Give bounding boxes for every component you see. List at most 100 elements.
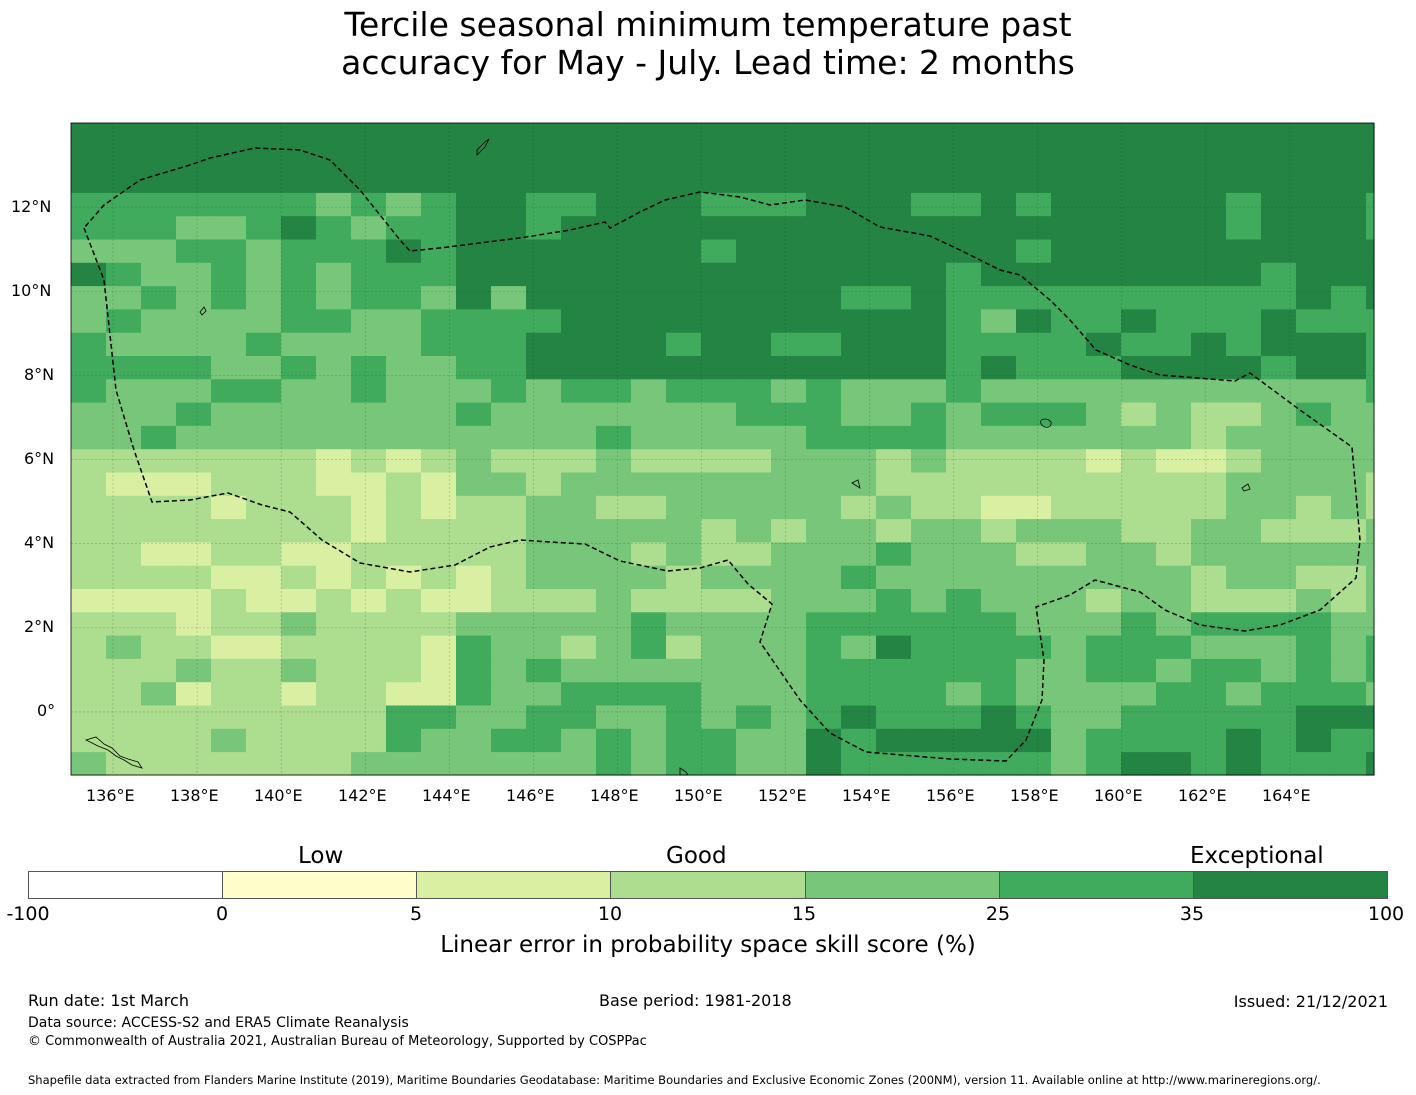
skill-cell	[176, 635, 212, 660]
skill-cell	[806, 495, 842, 520]
skill-cell	[596, 658, 632, 683]
skill-cell	[1261, 169, 1297, 194]
skill-cell	[316, 449, 352, 474]
skill-cell	[771, 216, 807, 241]
skill-cell	[876, 542, 912, 567]
skill-cell	[631, 542, 667, 567]
skill-cell	[561, 565, 597, 590]
skill-cell	[841, 565, 877, 590]
skill-cell	[211, 123, 247, 147]
skill-cell	[1121, 565, 1157, 590]
colorbar-tick: 0	[215, 903, 229, 925]
skill-cell	[736, 658, 772, 683]
skill-cell	[316, 262, 352, 287]
skill-cell	[981, 519, 1017, 543]
skill-cell	[1191, 286, 1227, 310]
skill-cell	[1086, 682, 1122, 707]
skill-cell	[526, 635, 562, 660]
skill-cell	[246, 192, 282, 217]
skill-cell	[176, 262, 212, 287]
skill-cell	[176, 379, 212, 404]
skill-cell	[596, 542, 632, 567]
skill-cell	[981, 472, 1017, 497]
skill-cell	[316, 589, 352, 613]
skill-cell	[1226, 589, 1262, 613]
colorbar-tick: 25	[985, 903, 1011, 925]
skill-cell	[946, 169, 982, 194]
skill-cell	[806, 752, 842, 776]
skill-cell	[841, 356, 877, 380]
skill-cell	[841, 123, 877, 147]
skill-cell	[1086, 658, 1122, 683]
skill-cell	[631, 565, 667, 590]
skill-cell	[631, 519, 667, 543]
skill-cell	[596, 239, 632, 264]
skill-cell	[1366, 146, 1375, 171]
skill-cell	[736, 752, 772, 776]
skill-cell	[631, 286, 667, 310]
skill-cell	[211, 262, 247, 287]
skill-cell	[841, 705, 877, 730]
skill-cell	[561, 262, 597, 287]
skill-cell	[526, 146, 562, 171]
skill-cell	[246, 216, 282, 241]
skill-cell	[176, 216, 212, 241]
colorbar-swatch	[223, 872, 418, 898]
skill-cell	[246, 682, 282, 707]
skill-cell	[421, 123, 457, 147]
skill-cell	[561, 332, 597, 357]
skill-cell	[246, 425, 282, 450]
skill-cell	[981, 309, 1017, 334]
skill-cell	[351, 332, 387, 357]
skill-cell	[1261, 286, 1297, 310]
skill-cell	[876, 286, 912, 310]
skill-cell	[561, 286, 597, 310]
skill-cell	[1156, 705, 1192, 730]
colorbar-tick: 10	[597, 903, 623, 925]
skill-cell	[911, 123, 947, 147]
skill-cell	[1051, 425, 1087, 450]
skill-cell	[911, 169, 947, 194]
graticule	[71, 123, 1374, 775]
lon-label-144e: 144°E	[422, 786, 471, 805]
skill-cell	[456, 658, 492, 683]
skill-cell	[946, 495, 982, 520]
skill-cell	[596, 449, 632, 474]
skill-cell	[876, 728, 912, 753]
skill-cell	[281, 379, 317, 404]
skill-cell	[1051, 379, 1087, 404]
skill-cell	[1261, 682, 1297, 707]
skill-cell	[456, 192, 492, 217]
skill-cell	[1121, 262, 1157, 287]
skill-cell	[736, 682, 772, 707]
skill-cell	[806, 216, 842, 241]
skill-cell	[981, 495, 1017, 520]
skill-cell	[841, 682, 877, 707]
map-title: Tercile seasonal minimum temperature pas…	[0, 6, 1416, 82]
skill-cell	[1156, 379, 1192, 404]
skill-cell	[1016, 216, 1052, 241]
skill-cell	[911, 635, 947, 660]
skill-cell	[386, 728, 422, 753]
skill-cell	[806, 356, 842, 380]
skill-cell	[491, 332, 527, 357]
skill-cell	[351, 472, 387, 497]
skill-cell	[876, 216, 912, 241]
skill-cell	[316, 425, 352, 450]
skill-cell	[316, 332, 352, 357]
skill-cell	[106, 169, 142, 194]
skill-cell	[876, 565, 912, 590]
skill-cell	[491, 565, 527, 590]
skill-cell	[1226, 495, 1262, 520]
skill-cell	[1296, 309, 1332, 334]
skill-cell	[141, 309, 177, 334]
skill-cell	[1156, 542, 1192, 567]
skill-cell	[211, 728, 247, 753]
skill-cell	[1156, 239, 1192, 264]
skill-cell	[1226, 752, 1262, 776]
skill-cell	[316, 635, 352, 660]
skill-cell	[561, 309, 597, 334]
skill-cell	[1051, 356, 1087, 380]
skill-cell	[1296, 216, 1332, 241]
skill-cell	[596, 565, 632, 590]
